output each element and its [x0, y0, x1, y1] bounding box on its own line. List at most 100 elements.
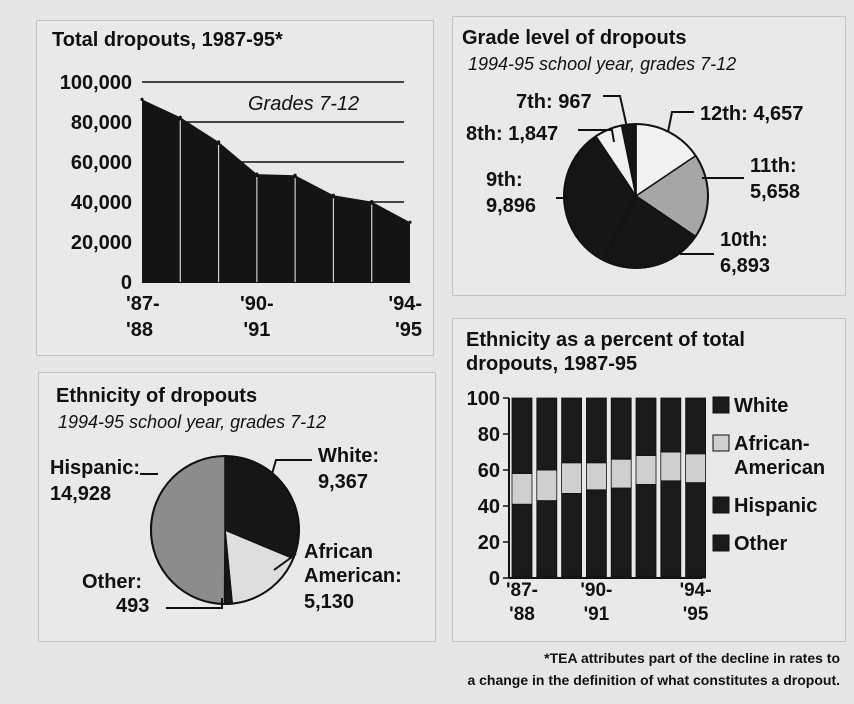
slice-label: 9,896 — [486, 195, 536, 217]
data-point — [140, 97, 144, 101]
legend-swatch — [712, 396, 730, 414]
y-tick-label: 60,000 — [71, 152, 132, 174]
leader-line — [603, 95, 629, 133]
bar-segment — [660, 397, 682, 453]
chart-annotation: Grades 7-12 — [248, 93, 359, 115]
y-tick-label: 20,000 — [71, 232, 132, 254]
bar-segment — [610, 397, 632, 460]
ethnicity-chart: Ethnicity of dropouts 1994-95 school yea… — [50, 385, 402, 617]
legend-label: American — [734, 457, 825, 479]
slice-label: Other: — [82, 571, 142, 593]
x-tick-label: '90- — [240, 293, 274, 315]
slice-label: 7th: 967 — [516, 91, 592, 113]
pie-outline — [150, 455, 300, 605]
leader-line — [166, 598, 223, 609]
data-point — [178, 115, 182, 119]
data-point — [370, 200, 374, 204]
leader-line — [667, 111, 694, 133]
dropouts-area — [142, 99, 410, 283]
leader-line — [273, 553, 297, 571]
bar-segment — [536, 397, 558, 471]
bar-segment — [685, 453, 706, 483]
legend-swatch — [712, 534, 730, 552]
legend-swatch — [712, 496, 730, 514]
y-tick-label: 60 — [478, 460, 500, 482]
y-tick-label: 40 — [478, 496, 500, 518]
x-tick-label: '94- — [388, 293, 422, 315]
y-tick-label: 0 — [489, 568, 500, 590]
footnote-line-2: a change in the definition of what const… — [467, 672, 840, 688]
chart-title: Ethnicity of dropouts — [56, 385, 257, 407]
ethnicity-percent-chart: Ethnicity as a percent of total dropouts,… — [466, 329, 825, 625]
data-point — [255, 172, 259, 176]
data-point — [331, 193, 335, 197]
slice-label: 9th: — [486, 169, 523, 191]
grade-level-chart: Grade level of dropouts 1994-95 school y… — [462, 27, 803, 277]
x-tick-label: '95 — [683, 604, 709, 625]
bar-segment — [561, 397, 582, 464]
bar-segment — [685, 482, 706, 577]
chart-title: Total dropouts, 1987-95* — [52, 29, 283, 51]
slice-label: 8th: 1,847 — [466, 123, 558, 145]
bar-segment — [635, 483, 657, 577]
slice-label: Hispanic: — [50, 457, 140, 479]
bar-segment — [586, 462, 607, 491]
y-tick-label: 20 — [478, 532, 500, 554]
bar-segment — [511, 397, 533, 474]
slice-label: 493 — [116, 595, 149, 617]
x-tick-label: '94- — [680, 580, 712, 601]
y-tick-label: 40,000 — [71, 192, 132, 214]
pie-slice — [150, 455, 226, 605]
bar-segment — [586, 489, 607, 577]
slice-label: 5,130 — [304, 591, 354, 613]
x-tick-label: '91 — [584, 604, 610, 625]
slice-label: 6,893 — [720, 255, 770, 277]
leader-line — [271, 459, 312, 475]
x-tick-label: '87- — [126, 293, 160, 315]
bar-segment — [511, 473, 533, 505]
data-point — [293, 173, 297, 177]
slice-label: 10th: — [720, 229, 768, 251]
total-dropouts-chart: Total dropouts, 1987-95* Grades 7-12 100… — [52, 29, 422, 341]
x-tick-label: '87- — [506, 580, 538, 601]
slice-label: 5,658 — [750, 181, 800, 203]
y-tick-label: 100,000 — [60, 72, 132, 94]
bar-segment — [660, 480, 682, 577]
slice-label: 11th: — [750, 155, 797, 177]
x-tick-label: '88 — [126, 319, 153, 341]
slice-label: American: — [304, 565, 402, 587]
data-point — [408, 220, 412, 224]
chart-title: Grade level of dropouts — [462, 27, 686, 49]
bar-segment — [561, 462, 582, 494]
bar-segment — [536, 500, 558, 577]
footnote-line-1: *TEA attributes part of the decline in r… — [544, 650, 840, 666]
legend-label: White — [734, 395, 788, 417]
slice-label: White: — [318, 445, 379, 467]
slice-label: 12th: 4,657 — [700, 103, 803, 125]
y-tick-label: 100 — [467, 388, 500, 410]
y-tick-label: 0 — [121, 272, 132, 294]
bar-segment — [586, 397, 607, 464]
bar-segment — [635, 455, 657, 485]
legend-label: Other — [734, 533, 788, 555]
bar-segment — [610, 458, 632, 489]
x-tick-label: '95 — [395, 319, 422, 341]
bar-segment — [561, 492, 582, 577]
slice-label: 14,928 — [50, 483, 111, 505]
chart-subtitle: 1994-95 school year, grades 7-12 — [58, 412, 326, 432]
chart-subtitle: 1994-95 school year, grades 7-12 — [468, 54, 736, 74]
legend-label: Hispanic — [734, 495, 817, 517]
bar-segment — [635, 397, 657, 456]
y-tick-label: 80,000 — [71, 112, 132, 134]
x-tick-label: '90- — [580, 580, 612, 601]
leader-line — [578, 129, 615, 143]
bar-segment — [660, 451, 682, 482]
slice-label: African — [304, 541, 373, 563]
bar-segment — [610, 487, 632, 577]
bar-segment — [511, 503, 533, 577]
y-tick-label: 80 — [478, 424, 500, 446]
bar-segment — [685, 397, 706, 455]
legend-label: African- — [734, 433, 810, 455]
